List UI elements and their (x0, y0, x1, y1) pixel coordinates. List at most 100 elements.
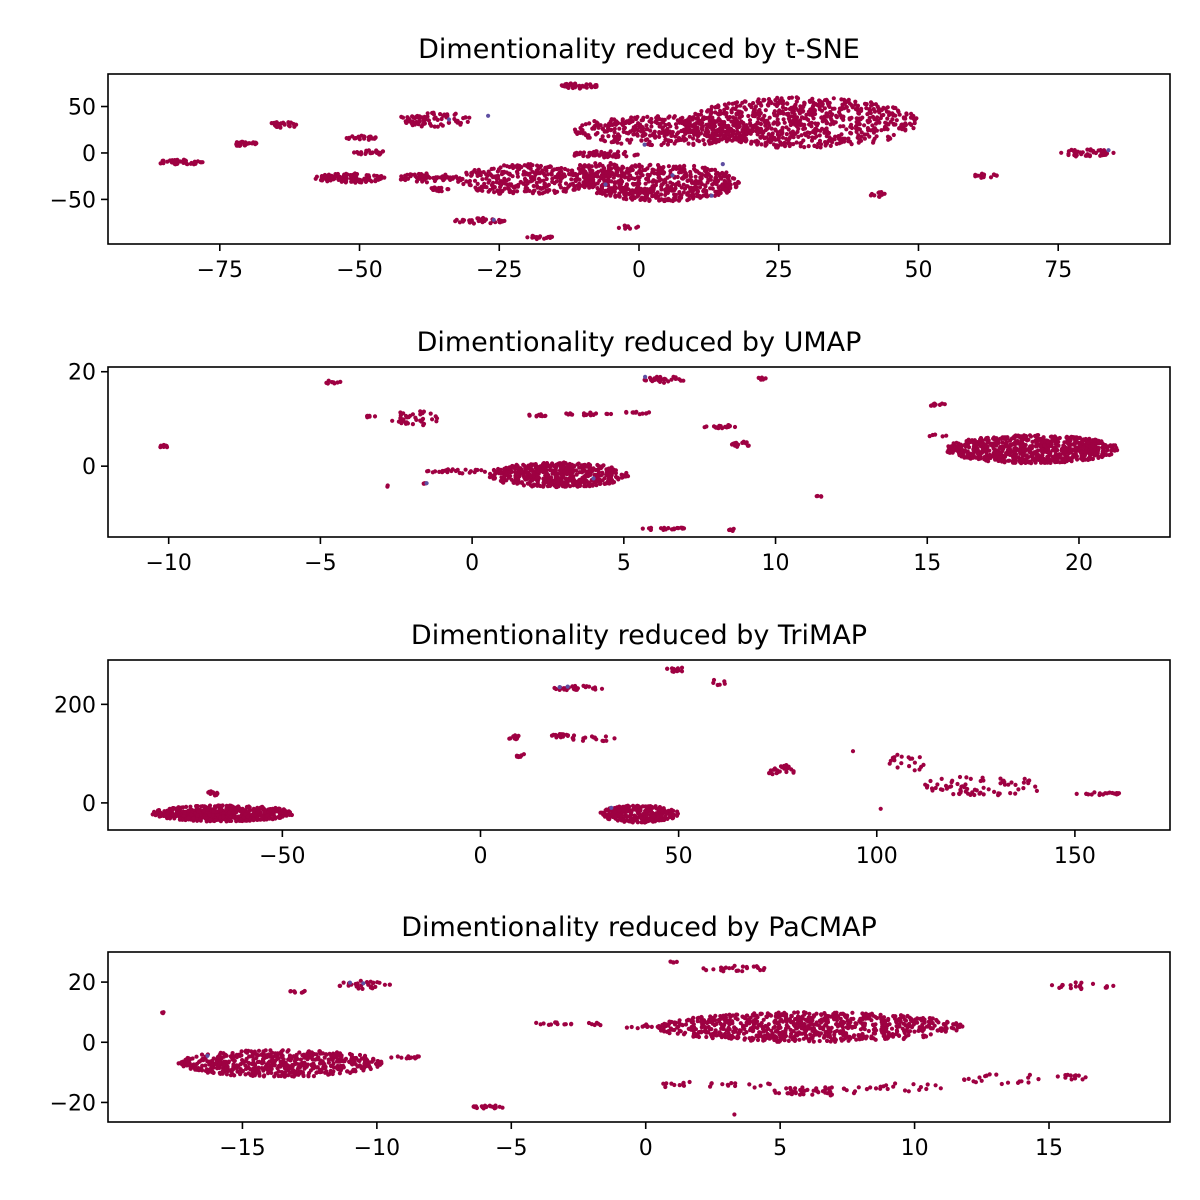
data-point (339, 179, 344, 184)
data-point-minor (446, 117, 452, 122)
data-point (644, 127, 649, 132)
data-point (229, 803, 234, 809)
data-point (452, 116, 457, 122)
data-point (862, 123, 867, 128)
data-point (686, 178, 692, 183)
data-point (767, 99, 772, 104)
data-point (390, 418, 395, 423)
data-point (773, 98, 778, 103)
data-point (617, 126, 622, 131)
data-point (163, 443, 168, 448)
cluster-tsne-20 (973, 171, 999, 180)
data-point (814, 127, 819, 132)
cluster-tsne-8 (429, 185, 451, 194)
data-point (703, 184, 708, 189)
data-point (594, 84, 599, 89)
data-point (434, 416, 440, 421)
data-point (342, 173, 347, 178)
data-point (405, 172, 410, 177)
data-point (627, 118, 632, 123)
data-point (519, 469, 525, 474)
data-point (849, 142, 854, 147)
data-point (811, 116, 816, 121)
data-point (657, 376, 663, 381)
data-point (515, 184, 521, 189)
data-point (475, 181, 480, 186)
data-point (737, 115, 742, 120)
data-point (213, 818, 218, 823)
data-point (549, 234, 555, 239)
data-point (797, 120, 802, 125)
data-point (640, 125, 645, 130)
data-point (743, 136, 748, 141)
data-point (565, 462, 570, 468)
data-point (671, 115, 676, 120)
data-point (790, 110, 795, 115)
data-point (885, 134, 891, 139)
data-point (778, 100, 783, 105)
data-point (654, 118, 659, 124)
data-point (994, 451, 1000, 456)
cluster-tsne-16 (616, 223, 641, 231)
data-point (428, 411, 433, 416)
data-point (804, 112, 809, 117)
data-point (513, 737, 519, 742)
data-point (788, 122, 793, 128)
data-point (606, 166, 611, 171)
data-point (697, 185, 703, 190)
data-point (597, 481, 603, 486)
data-point (842, 99, 848, 104)
data-point (646, 174, 651, 179)
data-point (480, 177, 485, 182)
data-point (630, 410, 635, 415)
data-point (597, 464, 602, 469)
data-point (864, 106, 869, 111)
data-point (260, 814, 265, 820)
data-point (824, 121, 829, 126)
data-point (1057, 460, 1062, 465)
data-point (541, 171, 547, 176)
data-point (663, 137, 668, 142)
data-point (224, 803, 229, 808)
data-point (480, 216, 485, 221)
data-point (544, 473, 549, 478)
data-point (464, 170, 469, 175)
cluster-trimap-3 (514, 752, 527, 760)
data-point (683, 118, 688, 123)
data-point (683, 131, 688, 136)
data-point (559, 83, 564, 88)
data-point (1040, 453, 1045, 458)
data-point (446, 120, 452, 125)
data-point (1065, 454, 1070, 459)
data-point (461, 181, 466, 187)
data-point (253, 140, 258, 145)
data-point (713, 175, 719, 180)
data-point (593, 132, 599, 137)
data-point (501, 479, 506, 484)
data-point (583, 735, 588, 740)
data-point (172, 816, 177, 821)
data-point (587, 121, 592, 126)
data-point (461, 218, 467, 223)
data-point (630, 176, 635, 181)
data-point (458, 120, 463, 126)
data-point (582, 173, 587, 178)
data-point (244, 818, 249, 823)
data-point (665, 190, 671, 195)
data-point (705, 194, 710, 199)
data-point (722, 178, 727, 184)
data-point (759, 142, 764, 147)
data-point (591, 466, 596, 471)
data-point (404, 120, 409, 125)
data-point (740, 129, 745, 134)
data-point (546, 234, 551, 240)
data-point (262, 810, 267, 815)
data-point (521, 169, 527, 174)
data-point (606, 134, 611, 139)
data-point (605, 126, 611, 131)
data-point (1015, 441, 1021, 446)
data-point (716, 116, 721, 121)
data-point (438, 175, 443, 180)
data-point (363, 177, 368, 182)
data-point (1039, 440, 1044, 445)
